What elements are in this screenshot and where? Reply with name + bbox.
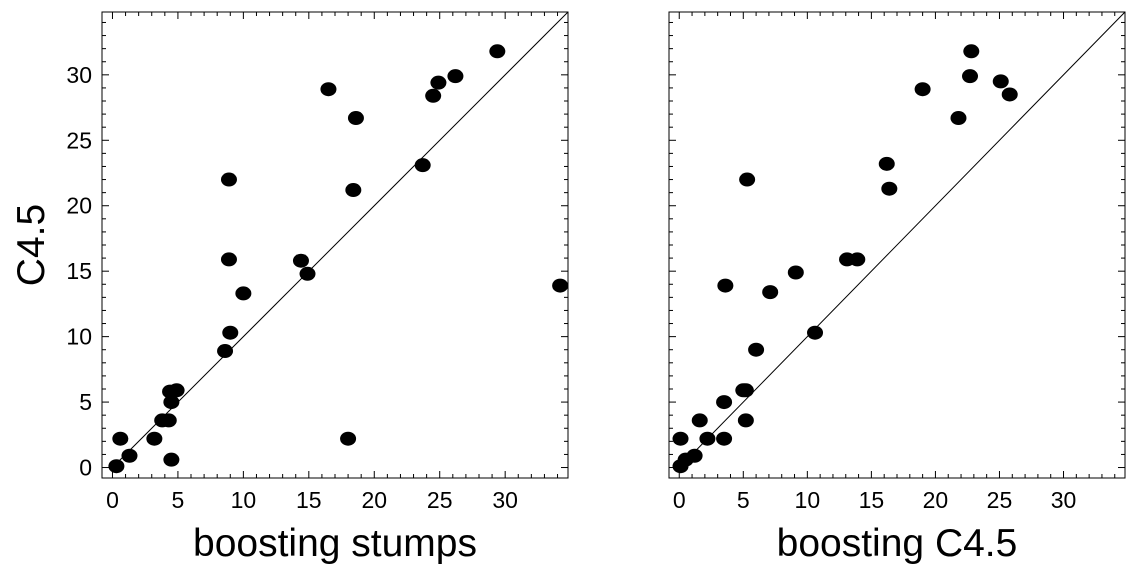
data-point [292,253,309,268]
x-tick-label: 30 [492,487,518,513]
data-point [220,172,237,187]
data-point [447,69,464,84]
data-point [414,158,431,173]
data-point [146,431,163,446]
data-point [347,111,364,126]
data-point [425,88,442,103]
data-point [737,413,754,428]
data-point [1001,87,1018,102]
data-point [716,395,733,410]
x-tick-label: 30 [1051,487,1077,513]
data-point [716,431,733,446]
data-point [717,278,734,293]
data-point [112,431,129,446]
data-point [672,431,689,446]
data-point [807,325,824,340]
data-point [220,252,237,267]
data-point [881,181,898,196]
data-point [686,448,703,463]
y-tick-label: 0 [79,455,92,481]
left-scatter-panel: 0 5 10 15 20 25 30 0 5 10 15 20 25 30 boosting stumps C… [10,11,569,565]
data-point [163,395,180,410]
data-point [878,156,895,171]
data-point [108,459,125,474]
diagonal-line [112,11,569,468]
x-tick-label: 10 [795,487,821,513]
data-point [737,383,754,398]
x-tick-label: 25 [427,487,453,513]
data-point [914,82,931,97]
data-point [691,413,708,428]
x-tick-label: 25 [987,487,1013,513]
data-point [748,342,765,357]
data-point [699,431,716,446]
right-scatter-panel: 0 5 10 15 20 25 30 boosting C4.5 [668,11,1126,565]
data-point [739,172,756,187]
data-point [340,431,357,446]
data-point [222,325,239,340]
data-point [489,44,506,59]
y-tick-label: 10 [66,324,92,350]
data-point [320,82,337,97]
x-axis-title: boosting stumps [193,522,477,565]
y-tick-label: 30 [66,62,92,88]
y-tick-label: 20 [66,193,92,219]
data-point [963,44,980,59]
data-point [217,344,234,359]
x-tick-label: 10 [231,487,257,513]
data-point [849,252,866,267]
data-point [430,75,447,90]
x-tick-label: 15 [296,487,322,513]
x-tick-label: 0 [673,487,686,513]
x-tick-label: 15 [859,487,885,513]
data-point [992,74,1009,89]
x-tick-label: 20 [923,487,949,513]
data-point [950,111,967,126]
data-point [762,285,779,300]
data-point [121,448,138,463]
x-axis-title: boosting C4.5 [777,522,1018,565]
x-tick-label: 5 [172,487,185,513]
data-point [787,265,804,280]
y-tick-label: 15 [66,258,92,284]
data-point [163,452,180,467]
data-point [235,286,252,301]
y-tick-label: 25 [66,127,92,153]
x-tick-label: 0 [106,487,119,513]
y-tick-label: 5 [79,389,92,415]
y-axis-title: C4.5 [10,204,53,286]
data-point [160,413,177,428]
data-point [168,383,185,398]
data-point [345,183,362,198]
x-tick-label: 5 [737,487,750,513]
x-tick-label: 20 [361,487,387,513]
data-point [299,266,316,281]
data-point [962,69,979,84]
diagonal-line [678,11,1126,468]
data-point [552,278,569,293]
